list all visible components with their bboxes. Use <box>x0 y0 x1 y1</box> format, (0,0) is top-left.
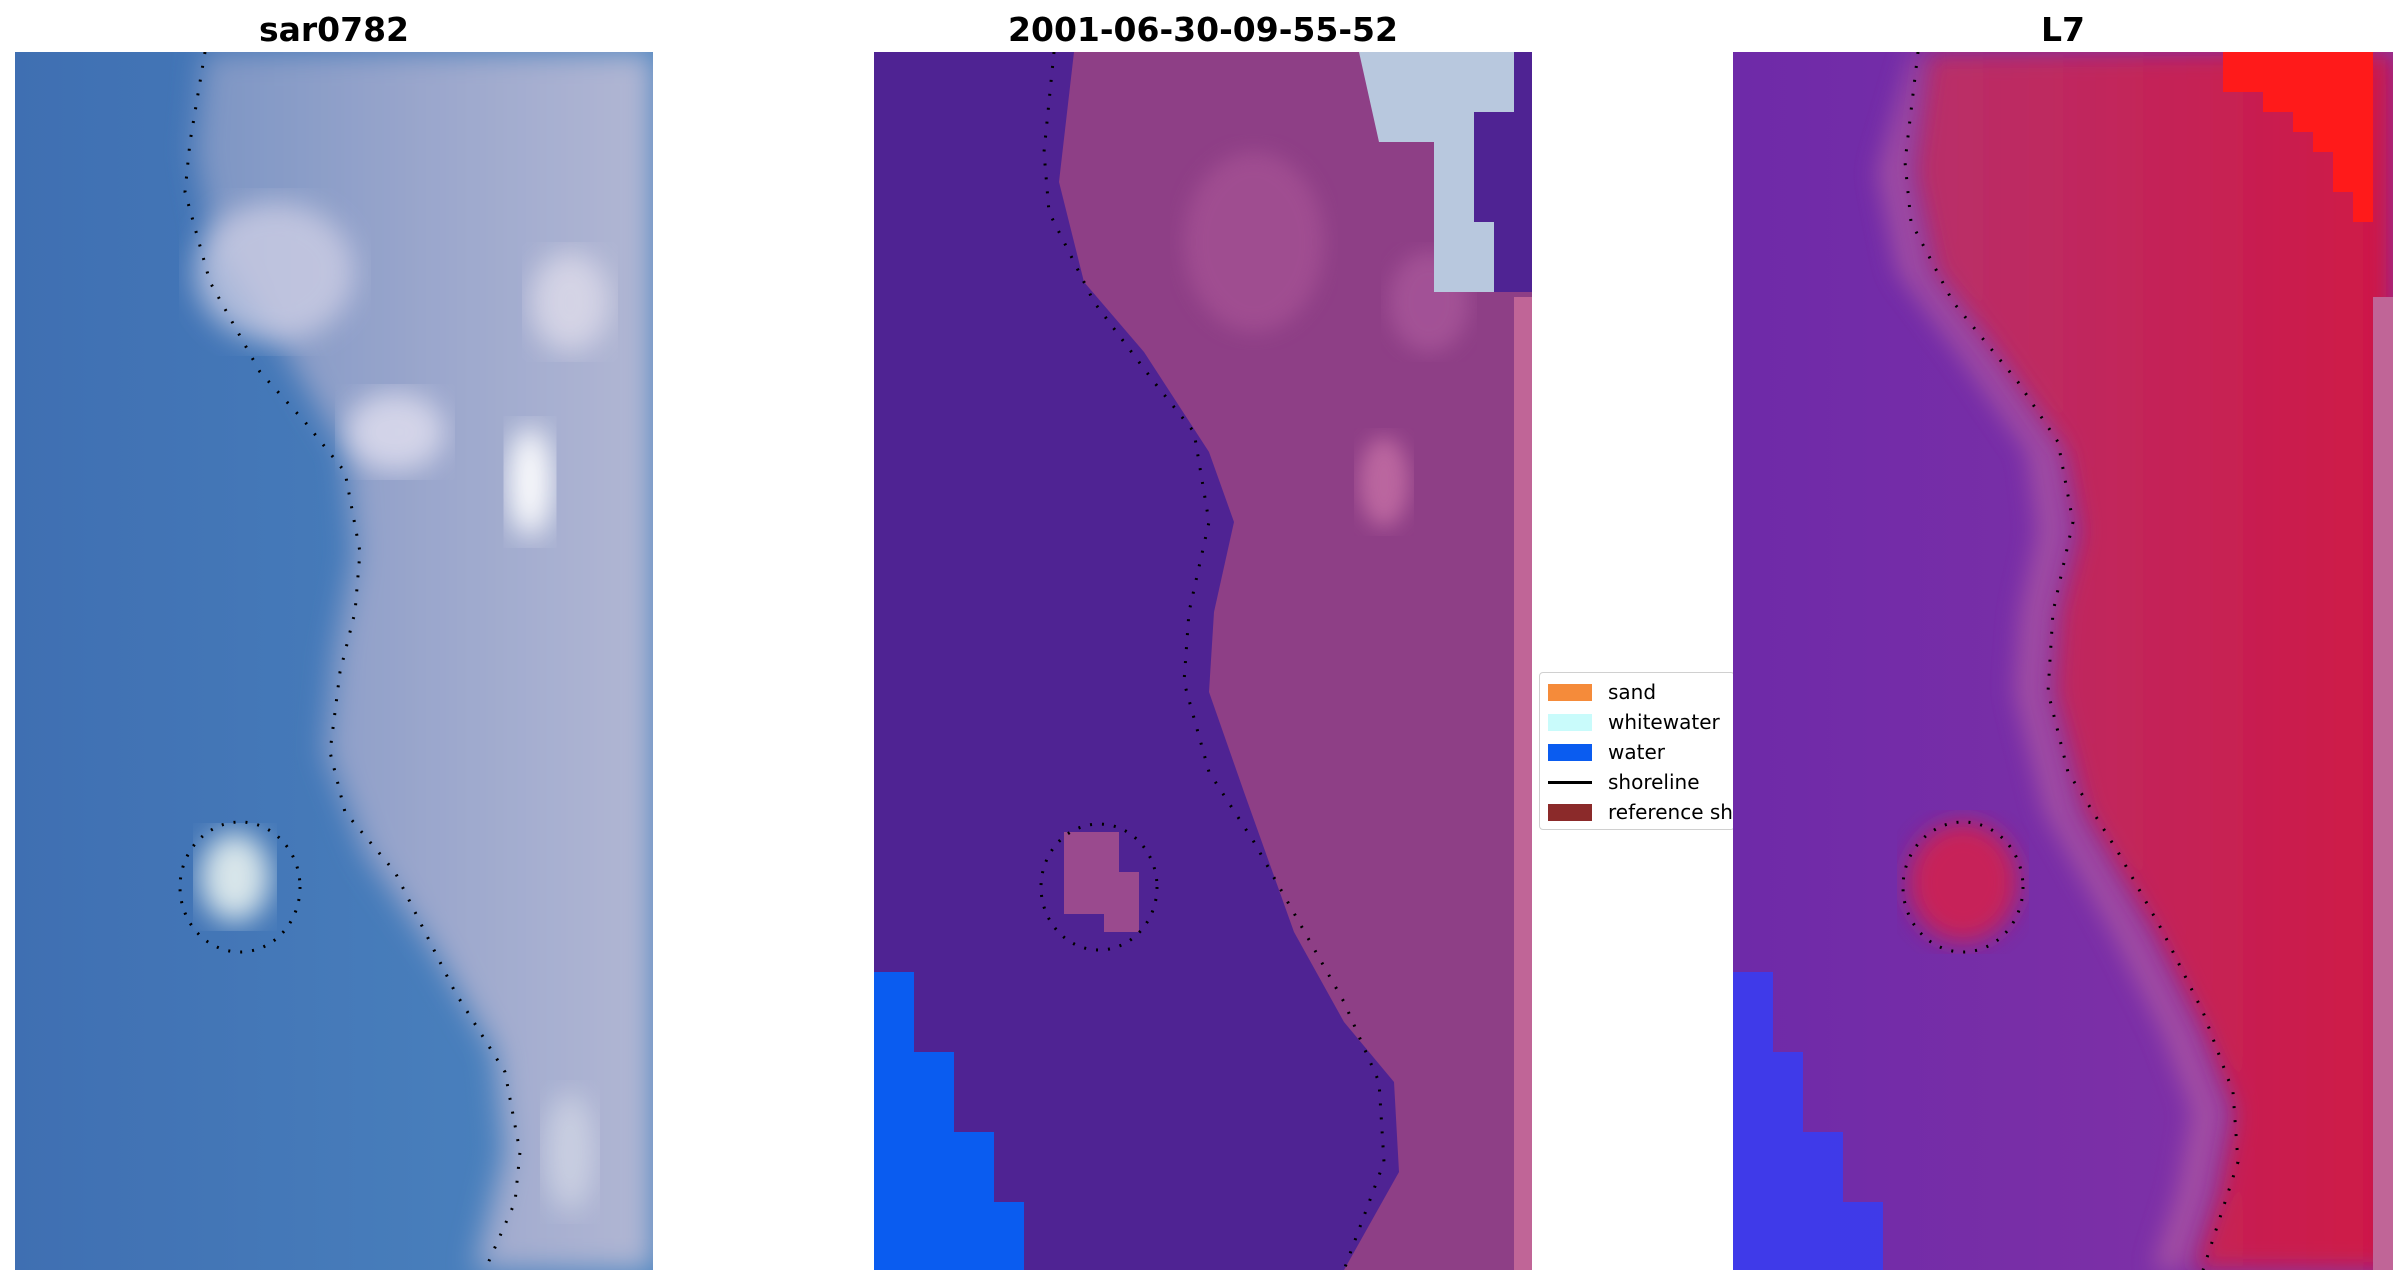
island-shoreline-dotted <box>1039 822 1159 952</box>
shoreline-dotted <box>1042 52 1386 1270</box>
legend-item-shoreline: shoreline <box>1548 768 1700 796</box>
classified-image <box>874 52 1532 1270</box>
island-shoreline-dotted <box>178 820 302 954</box>
legend-label-sand: sand <box>1608 680 1657 704</box>
legend-item-whitewater: whitewater <box>1548 708 1720 736</box>
panel-title-rgb: sar0782 <box>258 10 410 49</box>
legend-swatch-water <box>1548 743 1592 761</box>
legend-label-reference-shoreline: reference sh <box>1608 800 1733 824</box>
legend: sand whitewater water shoreline referenc… <box>1539 672 1735 830</box>
classified-image-panel <box>874 52 1532 1270</box>
legend-line-shoreline <box>1548 780 1592 784</box>
legend-swatch-reference-shoreline <box>1548 803 1592 821</box>
legend-item-sand: sand <box>1548 678 1656 706</box>
shoreline-dotted <box>183 52 522 1270</box>
legend-label-water: water <box>1608 740 1665 764</box>
legend-label-whitewater: whitewater <box>1608 710 1720 734</box>
index-image <box>1733 52 2393 1270</box>
panel-title-index: L7 <box>2041 10 2085 49</box>
island-shoreline-dotted <box>1901 820 2025 954</box>
index-image-panel <box>1733 52 2393 1270</box>
legend-swatch-whitewater <box>1548 713 1592 731</box>
legend-label-shoreline: shoreline <box>1608 770 1700 794</box>
rgb-image <box>15 52 653 1270</box>
rgb-image-panel <box>15 52 653 1270</box>
legend-item-water: water <box>1548 738 1665 766</box>
legend-swatch-sand <box>1548 683 1592 701</box>
legend-item-reference-shoreline: reference sh <box>1548 798 1733 826</box>
panel-title-classified: 2001-06-30-09-55-52 <box>1008 10 1398 49</box>
